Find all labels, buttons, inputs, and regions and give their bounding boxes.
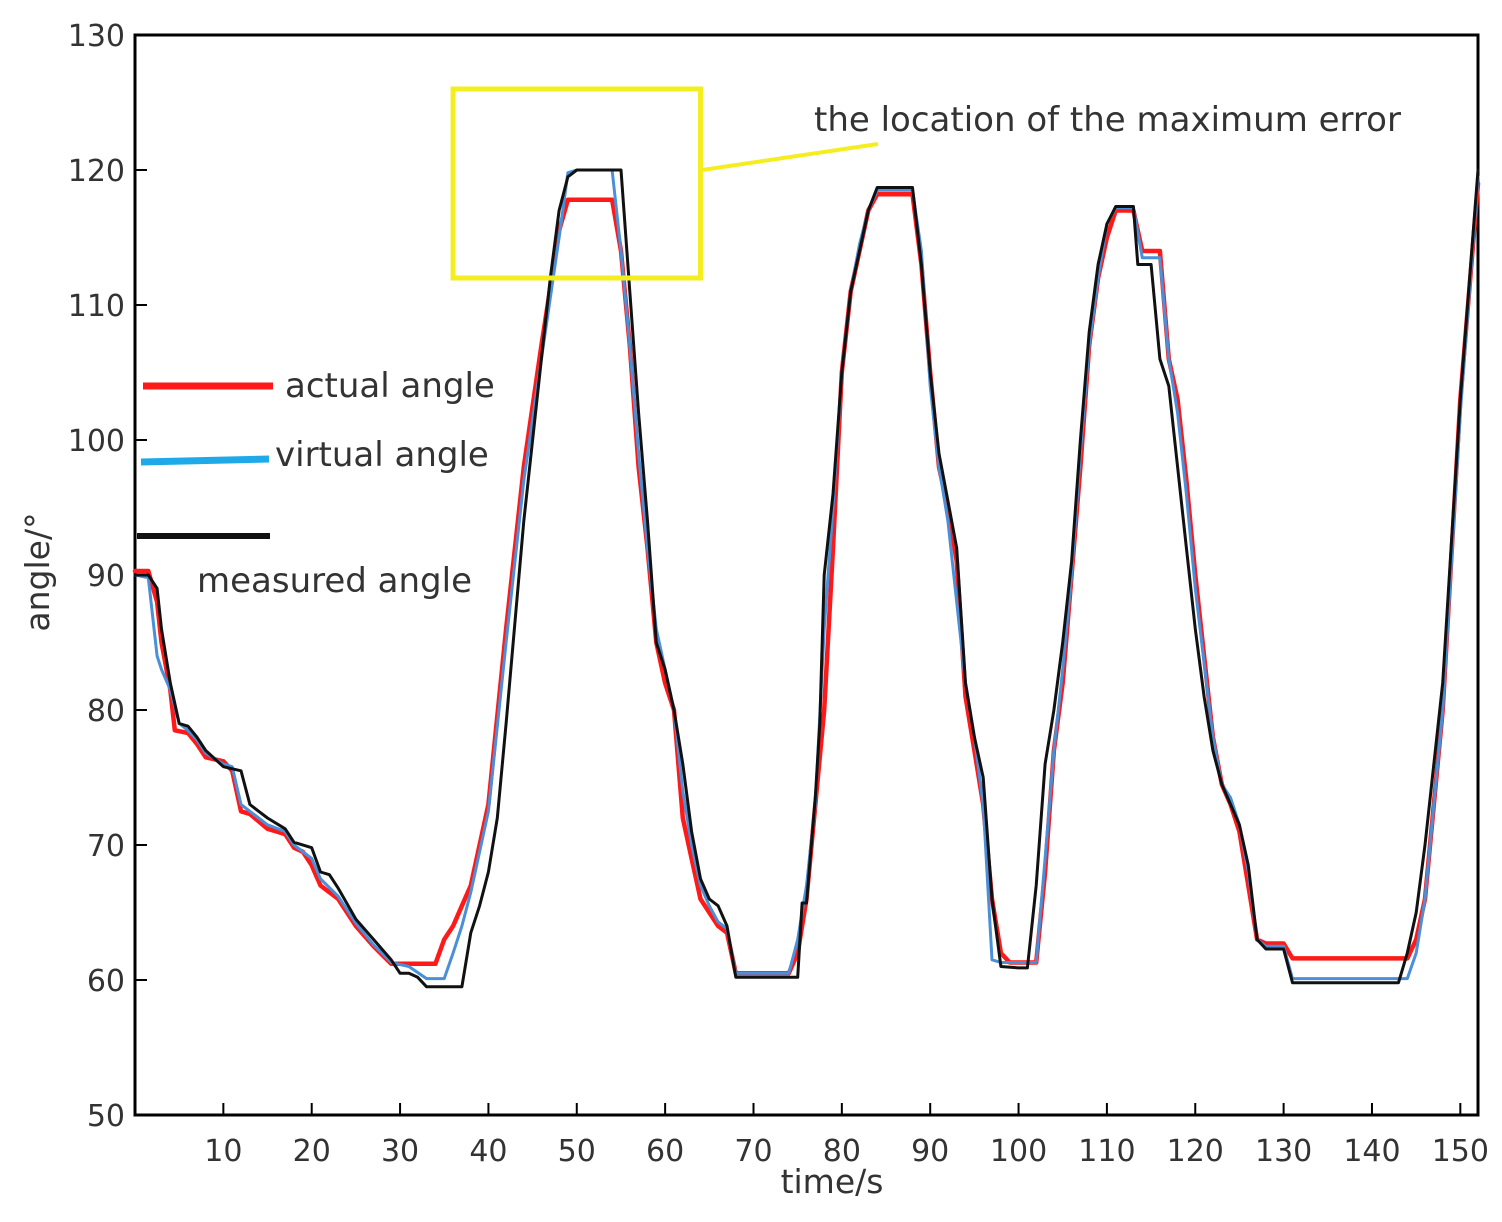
annotation-leader-line (700, 142, 879, 173)
y-axis-label: angle/° (18, 512, 57, 631)
series-layer (132, 168, 1481, 989)
x-tick-label: 40 (469, 1134, 507, 1169)
x-tick-label: 140 (1343, 1134, 1400, 1169)
max-error-box (450, 86, 703, 281)
legend-label-measured: measured angle (197, 561, 472, 601)
x-tick-label: 30 (381, 1134, 419, 1169)
x-tick-label: 90 (911, 1134, 949, 1169)
legend-swatch-virtual (140, 455, 270, 466)
y-tick-label: 50 (87, 1099, 125, 1134)
series-line-measured-angle (133, 168, 1480, 989)
y-tick-label: 60 (87, 964, 125, 999)
legend: actual angle virtual angle measured angl… (137, 366, 495, 601)
x-tick-label: 60 (646, 1134, 684, 1169)
x-axis-label: time/s (781, 1162, 884, 1201)
legend-label-actual: actual angle (285, 366, 495, 406)
x-tick-label: 150 (1432, 1134, 1489, 1169)
x-tick-label: 70 (734, 1134, 772, 1169)
legend-label-virtual: virtual angle (275, 435, 489, 475)
y-tick-label: 110 (68, 289, 125, 324)
x-tick-label: 120 (1167, 1134, 1224, 1169)
x-tick-label: 50 (558, 1134, 596, 1169)
annotation-text: the location of the maximum error (814, 100, 1401, 140)
x-tick-label: 110 (1078, 1134, 1135, 1169)
y-tick-label: 70 (87, 829, 125, 864)
x-tick-label: 130 (1255, 1134, 1312, 1169)
x-axis-ticks: 10 20 30 40 50 60 70 80 90 100 110 120 130 140 150 (204, 1103, 1489, 1169)
y-tick-label: 90 (87, 559, 125, 594)
y-tick-label: 120 (68, 154, 125, 189)
y-axis-ticks: 50 60 70 80 90 100 110 120 130 (68, 19, 147, 1134)
x-tick-label: 80 (823, 1134, 861, 1169)
y-tick-label: 130 (68, 19, 125, 54)
x-tick-label: 100 (990, 1134, 1047, 1169)
x-tick-label: 20 (293, 1134, 331, 1169)
y-tick-label: 80 (87, 694, 125, 729)
x-tick-label: 10 (204, 1134, 242, 1169)
y-tick-label: 100 (68, 424, 125, 459)
